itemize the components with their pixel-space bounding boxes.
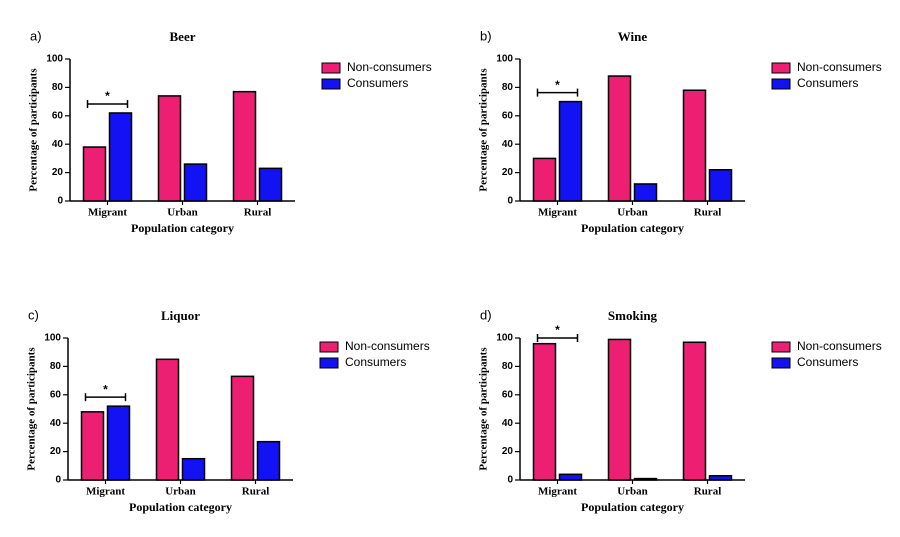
chart-title: Wine bbox=[618, 29, 648, 44]
bar bbox=[633, 477, 658, 481]
bar bbox=[230, 375, 255, 481]
legend-label: Consumers bbox=[345, 355, 406, 369]
chart-title: Beer bbox=[170, 29, 196, 44]
y-tick-label: 40 bbox=[50, 418, 62, 429]
legend-swatch bbox=[321, 78, 341, 90]
y-tick-label: 100 bbox=[44, 333, 61, 344]
y-tick-label: 40 bbox=[502, 139, 514, 150]
legend-swatch bbox=[771, 341, 791, 353]
x-tick-label: Rural bbox=[694, 486, 722, 498]
y-tick-label: 60 bbox=[502, 389, 514, 400]
y-tick-label: 0 bbox=[507, 196, 513, 207]
x-axis-label: Population category bbox=[581, 221, 684, 235]
legend-label: Non-consumers bbox=[797, 339, 882, 353]
x-axis-label: Population category bbox=[129, 500, 232, 514]
bar bbox=[682, 341, 707, 481]
y-axis-label: Percentage of participants bbox=[478, 347, 490, 471]
x-tick-label: Urban bbox=[617, 486, 648, 498]
y-tick-label: 80 bbox=[502, 82, 514, 93]
y-tick-label: 80 bbox=[50, 361, 62, 372]
bar bbox=[532, 157, 557, 202]
y-tick-label: 20 bbox=[50, 446, 62, 457]
y-tick-label: 80 bbox=[502, 361, 514, 372]
significance-label: * bbox=[555, 323, 560, 337]
y-axis-label: Percentage of participants bbox=[28, 68, 40, 192]
bar bbox=[532, 342, 557, 481]
x-tick-label: Migrant bbox=[538, 486, 577, 498]
bar bbox=[232, 90, 257, 202]
bar bbox=[155, 358, 180, 481]
legend-swatch bbox=[771, 62, 791, 74]
x-tick-label: Urban bbox=[617, 207, 648, 219]
x-tick-label: Urban bbox=[165, 486, 196, 498]
bar bbox=[607, 75, 632, 202]
x-tick-label: Rural bbox=[694, 207, 722, 219]
significance-label: * bbox=[105, 89, 110, 103]
bar bbox=[108, 112, 133, 202]
bar bbox=[682, 89, 707, 202]
y-tick-label: 40 bbox=[52, 139, 64, 150]
y-tick-label: 60 bbox=[52, 110, 64, 121]
legend-swatch bbox=[771, 78, 791, 90]
chart-title: Liquor bbox=[161, 308, 200, 323]
y-tick-label: 0 bbox=[507, 475, 513, 486]
y-tick-label: 100 bbox=[496, 54, 513, 65]
x-axis-label: Population category bbox=[131, 221, 234, 235]
significance-label: * bbox=[555, 78, 560, 92]
x-tick-label: Migrant bbox=[538, 207, 577, 219]
bar bbox=[106, 405, 131, 481]
y-tick-label: 0 bbox=[55, 475, 61, 486]
y-tick-label: 20 bbox=[502, 167, 514, 178]
x-axis-label: Population category bbox=[581, 500, 684, 514]
bar bbox=[607, 338, 632, 481]
bar bbox=[558, 473, 583, 481]
bar bbox=[633, 183, 658, 202]
bar bbox=[708, 169, 733, 202]
legend-label: Consumers bbox=[797, 355, 858, 369]
legend-swatch bbox=[771, 357, 791, 369]
bar bbox=[80, 411, 105, 481]
legend-label: Non-consumers bbox=[345, 339, 430, 353]
y-tick-label: 60 bbox=[502, 110, 514, 121]
bar bbox=[181, 457, 206, 481]
y-tick-label: 20 bbox=[502, 446, 514, 457]
y-tick-label: 40 bbox=[502, 418, 514, 429]
y-tick-label: 60 bbox=[50, 389, 62, 400]
x-tick-label: Migrant bbox=[88, 207, 127, 219]
chart-title: Smoking bbox=[608, 308, 658, 323]
y-axis-label: Percentage of participants bbox=[26, 347, 38, 471]
legend-swatch bbox=[319, 341, 339, 353]
y-axis-label: Percentage of participants bbox=[478, 68, 490, 192]
bar bbox=[258, 167, 283, 202]
y-tick-label: 100 bbox=[46, 54, 63, 65]
y-tick-label: 100 bbox=[496, 333, 513, 344]
bar bbox=[183, 163, 208, 202]
bar bbox=[157, 95, 182, 202]
bar bbox=[82, 146, 107, 202]
panel-label: a) bbox=[30, 28, 42, 43]
y-tick-label: 0 bbox=[57, 196, 63, 207]
bar bbox=[558, 100, 583, 202]
x-tick-label: Urban bbox=[167, 207, 198, 219]
legend-swatch bbox=[321, 62, 341, 74]
panel-label: b) bbox=[480, 28, 492, 43]
bar bbox=[256, 440, 281, 481]
panel-label: c) bbox=[28, 307, 39, 322]
significance-label: * bbox=[103, 382, 108, 396]
legend-label: Consumers bbox=[797, 76, 858, 90]
x-tick-label: Migrant bbox=[86, 486, 125, 498]
x-tick-label: Rural bbox=[244, 207, 272, 219]
panel-label: d) bbox=[480, 307, 492, 322]
legend-label: Non-consumers bbox=[347, 60, 432, 74]
legend-label: Non-consumers bbox=[797, 60, 882, 74]
y-tick-label: 20 bbox=[52, 167, 64, 178]
legend-swatch bbox=[319, 357, 339, 369]
x-tick-label: Rural bbox=[242, 486, 270, 498]
legend-label: Consumers bbox=[347, 76, 408, 90]
bar bbox=[708, 474, 733, 481]
y-tick-label: 80 bbox=[52, 82, 64, 93]
